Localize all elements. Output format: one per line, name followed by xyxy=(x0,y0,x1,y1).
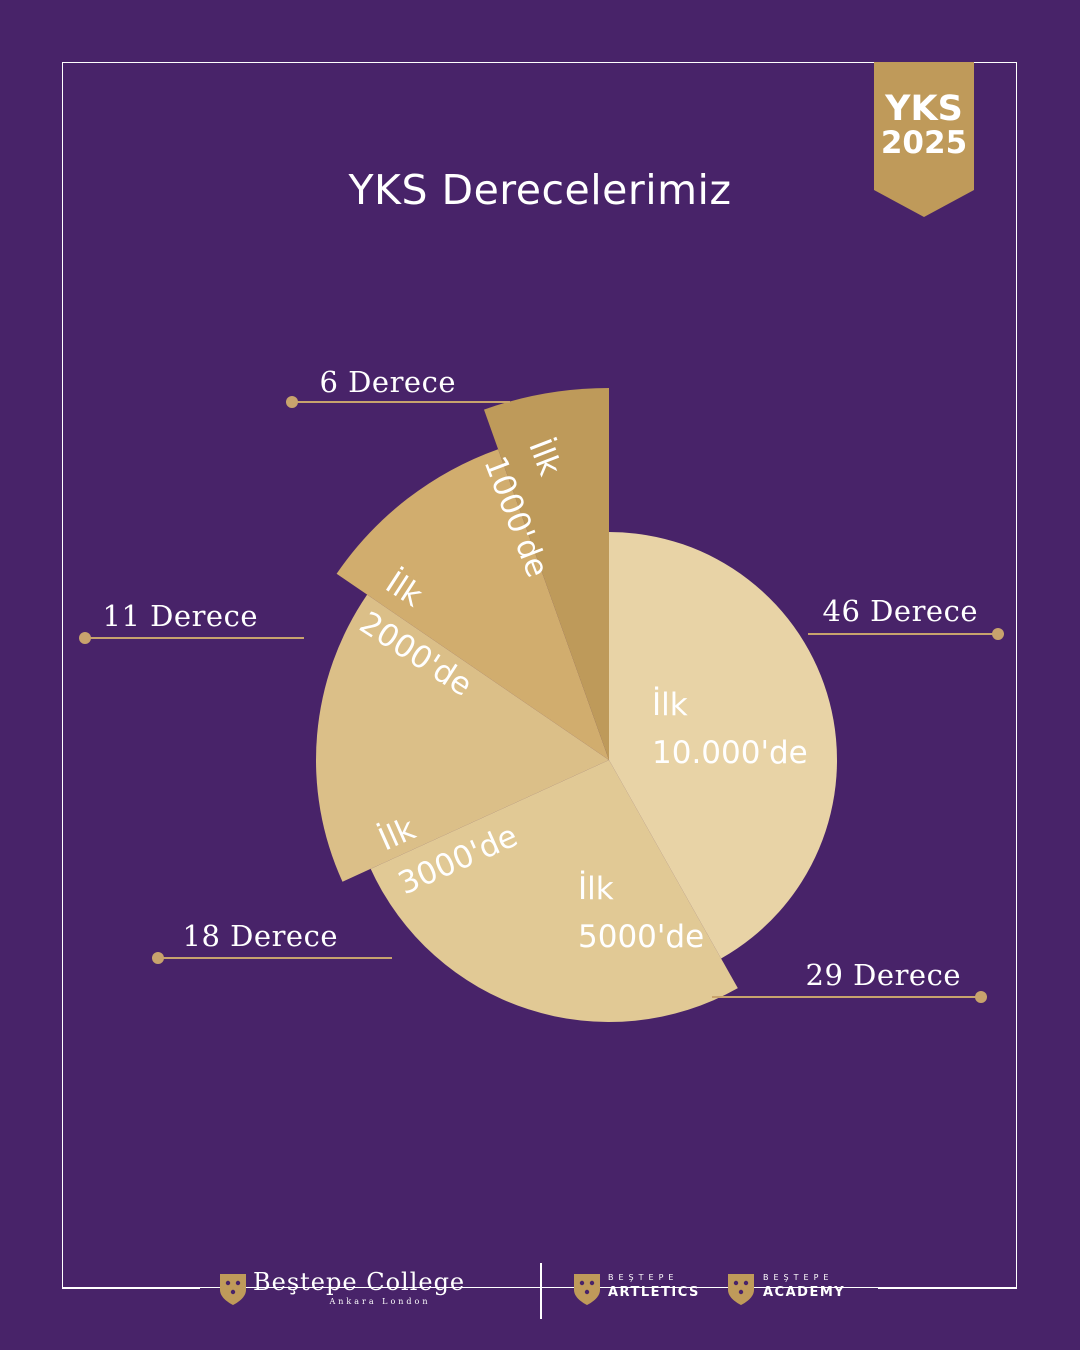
badge-line2: 2025 xyxy=(880,125,968,161)
leader-dot xyxy=(79,632,91,644)
footer-rule-left xyxy=(62,1287,200,1289)
footer-separator xyxy=(540,1263,542,1319)
college-crest-icon xyxy=(220,1274,246,1305)
pie-slice xyxy=(483,388,609,760)
page-title: YKS Derecelerimiz xyxy=(348,166,732,214)
slice-value-label: 11 Derece xyxy=(103,599,258,633)
leader-dot xyxy=(975,991,987,1003)
academy-crest-icon xyxy=(728,1274,754,1305)
leader-dot xyxy=(286,396,298,408)
college-locations: Ankara London xyxy=(329,1297,431,1306)
badge-line1: YKS xyxy=(885,89,963,129)
college-name: Beştepe College xyxy=(253,1268,466,1296)
footer: Beştepe College Ankara London BEŞTEPE AR… xyxy=(0,1255,1080,1335)
slice-label: İlk 5000'de xyxy=(578,871,704,955)
year-badge: YKS 2025 xyxy=(874,89,974,161)
pie-slice xyxy=(315,594,609,882)
slice-value-label: 18 Derece xyxy=(183,919,338,953)
artletics-prefix: BEŞTEPE xyxy=(608,1273,679,1282)
pie-slice xyxy=(336,449,609,760)
pie-slice xyxy=(370,760,738,1022)
academy-name: ACADEMY xyxy=(763,1285,846,1300)
leader-dot xyxy=(152,952,164,964)
pie-slice xyxy=(609,532,837,959)
slice-value-label: 6 Derece xyxy=(319,365,456,399)
slice-label: İlk 10.000'de xyxy=(652,687,808,771)
artletics-name: ARTLETICS xyxy=(608,1285,700,1300)
artletics-crest-icon xyxy=(574,1274,600,1305)
year-ribbon xyxy=(874,62,974,217)
border-frame xyxy=(62,62,1017,1288)
footer-rule-right xyxy=(878,1287,1017,1289)
academy-prefix: BEŞTEPE xyxy=(763,1273,834,1282)
slice-value-label: 29 Derece xyxy=(806,958,961,992)
slice-value-label: 46 Derece xyxy=(823,594,978,628)
leader-dot xyxy=(992,628,1004,640)
